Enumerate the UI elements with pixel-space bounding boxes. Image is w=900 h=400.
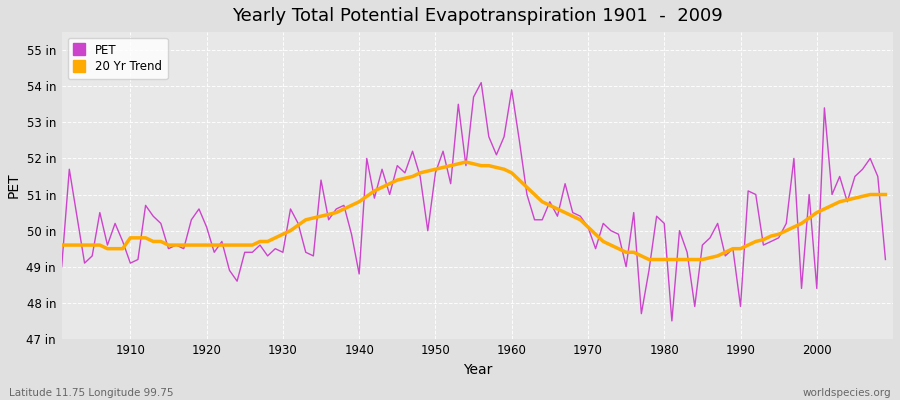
PET [514, 138, 525, 143]
Legend: PET, 20 Yr Trend: PET, 20 Yr Trend [68, 38, 167, 79]
Line: 20 Yr Trend: 20 Yr Trend [62, 162, 886, 260]
20 Yr Trend [606, 243, 616, 248]
20 Yr Trend [117, 246, 128, 251]
PET [331, 206, 342, 211]
PET [880, 257, 891, 262]
PET [117, 239, 128, 244]
PET [507, 88, 517, 92]
20 Yr Trend [507, 170, 517, 175]
Title: Yearly Total Potential Evapotranspiration 1901  -  2009: Yearly Total Potential Evapotranspiratio… [232, 7, 723, 25]
20 Yr Trend [514, 178, 525, 182]
20 Yr Trend [644, 257, 654, 262]
Y-axis label: PET: PET [7, 173, 21, 198]
20 Yr Trend [331, 210, 342, 215]
PET [285, 206, 296, 211]
PET [606, 228, 616, 233]
20 Yr Trend [57, 243, 68, 248]
20 Yr Trend [880, 192, 891, 197]
PET [476, 80, 487, 85]
PET [57, 264, 68, 269]
Text: Latitude 11.75 Longitude 99.75: Latitude 11.75 Longitude 99.75 [9, 388, 174, 398]
PET [667, 318, 678, 323]
X-axis label: Year: Year [463, 363, 492, 377]
20 Yr Trend [285, 228, 296, 233]
Line: PET: PET [62, 83, 886, 321]
20 Yr Trend [461, 160, 472, 164]
Text: worldspecies.org: worldspecies.org [803, 388, 891, 398]
